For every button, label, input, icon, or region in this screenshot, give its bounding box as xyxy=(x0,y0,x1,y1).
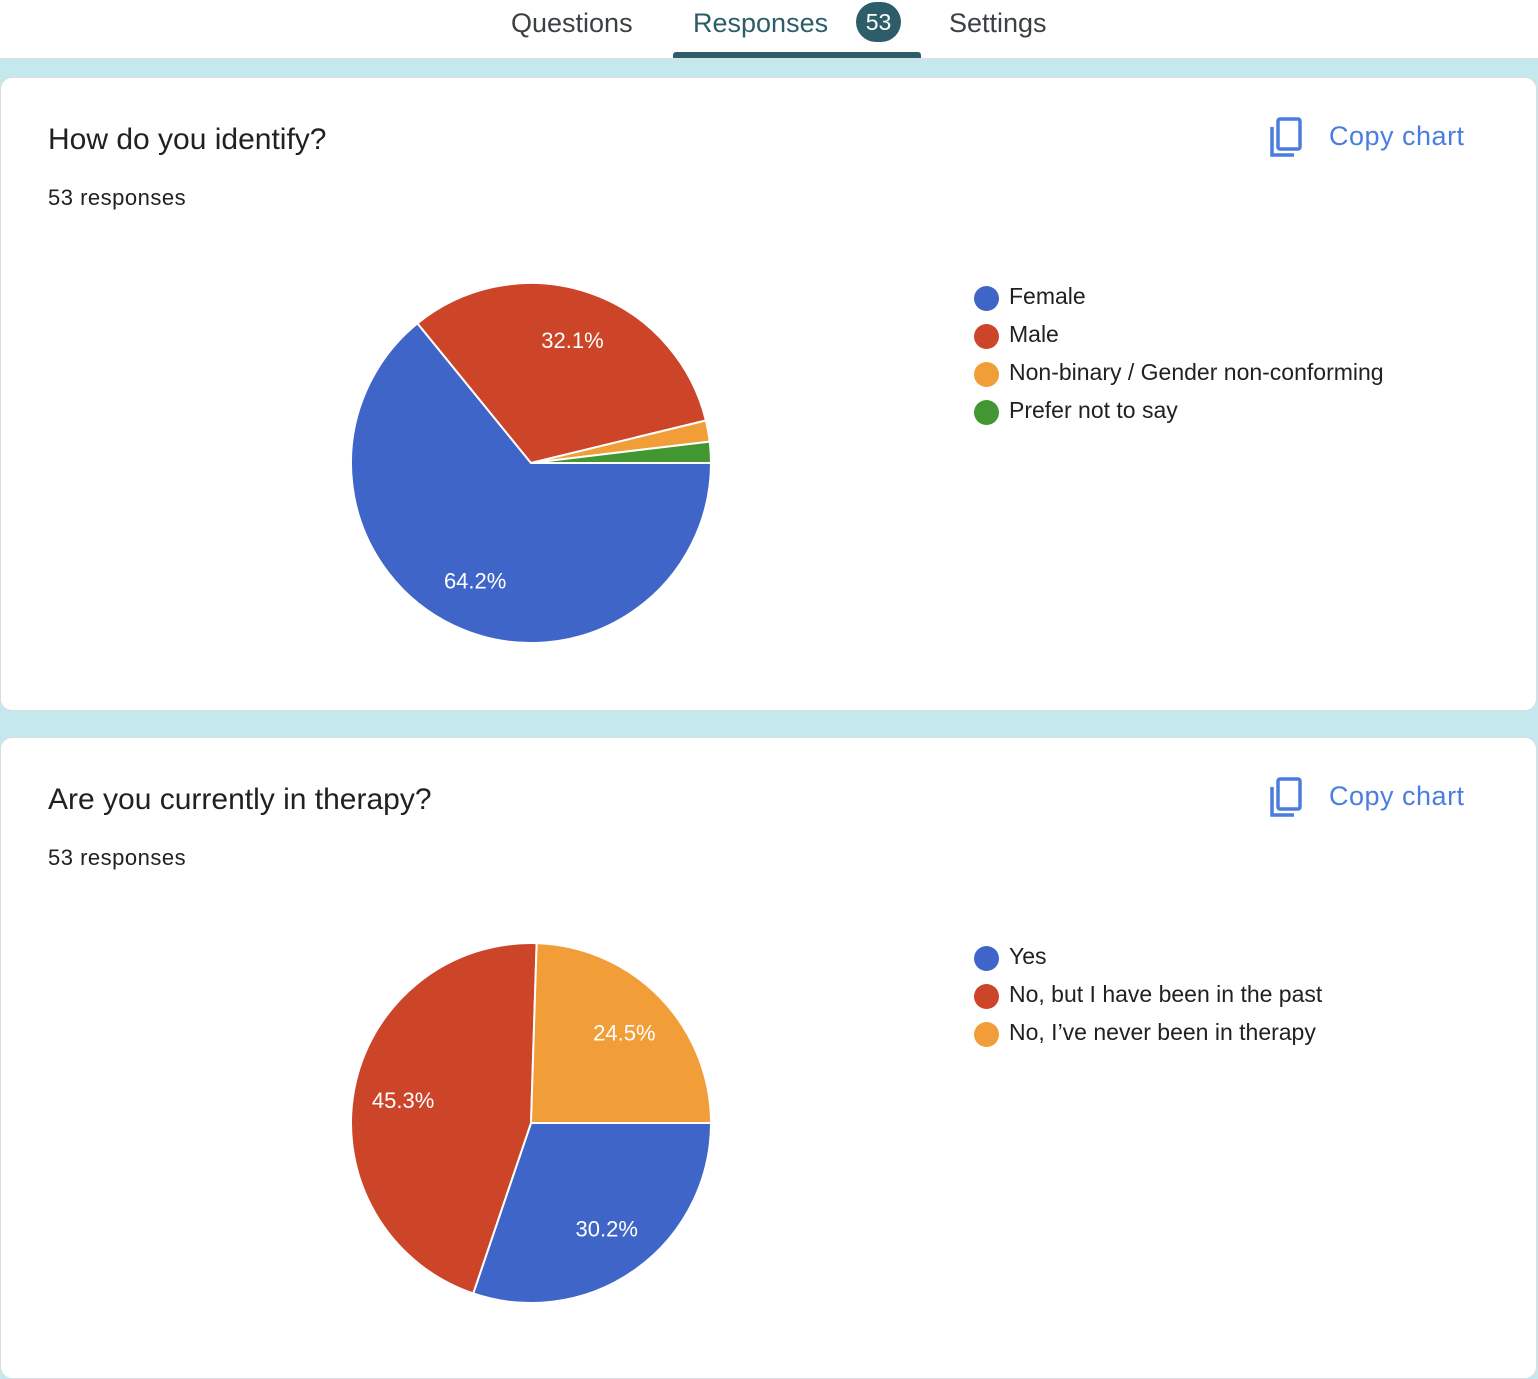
legend-label: Male xyxy=(1009,321,1059,347)
legend-swatch xyxy=(974,324,999,349)
pie-slice-prefer-not-to-say[interactable] xyxy=(530,440,713,464)
copy-chart-label: Copy chart xyxy=(1329,121,1465,151)
slice-label-yes: 30.2% xyxy=(576,1217,638,1242)
response-count: 53 responses xyxy=(48,845,187,870)
tab-bar: Questions Responses 53 Settings xyxy=(0,0,1538,59)
tab-responses[interactable]: Responses xyxy=(693,8,829,38)
question-title: Are you currently in therapy? xyxy=(48,783,432,816)
pie-slice-female[interactable] xyxy=(350,321,713,644)
copy-chart-button[interactable]: Copy chart xyxy=(1266,775,1486,825)
pie-chart-identify: 64.2% 32.1% xyxy=(350,282,713,644)
pie-slice-male[interactable] xyxy=(416,282,708,465)
legend-label: Yes xyxy=(1009,943,1047,969)
legend-swatch xyxy=(974,946,999,971)
question-card-identify: How do you identify? 53 responses Copy c… xyxy=(0,77,1537,711)
slice-label-no-i-ve-never-been-in-therapy: 24.5% xyxy=(593,1021,655,1046)
copy-chart-button[interactable]: Copy chart xyxy=(1266,115,1486,165)
legend-label: No, I’ve never been in therapy xyxy=(1009,1019,1316,1045)
legend-swatch xyxy=(974,984,999,1009)
responses-count-badge: 53 xyxy=(856,2,901,42)
legend-swatch xyxy=(974,1022,999,1047)
pie-slice-no-i-ve-never-been-in-therapy[interactable] xyxy=(529,942,713,1124)
tab-settings[interactable]: Settings xyxy=(949,8,1047,38)
copy-chart-label: Copy chart xyxy=(1329,781,1465,811)
slice-label-male: 32.1% xyxy=(541,328,603,353)
active-tab-indicator xyxy=(673,52,921,58)
response-count: 53 responses xyxy=(48,185,187,210)
legend-swatch xyxy=(974,286,999,311)
tab-questions[interactable]: Questions xyxy=(511,8,633,38)
pie-chart-therapy: 30.2% 45.3% 24.5% xyxy=(350,942,713,1304)
legend-label: Non-binary / Gender non-conforming xyxy=(1009,359,1384,385)
legend-swatch xyxy=(974,362,999,387)
legend-label: Female xyxy=(1009,283,1086,309)
copy-icon xyxy=(1270,777,1302,817)
legend-swatch xyxy=(974,400,999,425)
question-title: How do you identify? xyxy=(48,123,327,156)
question-card-therapy: Are you currently in therapy? 53 respons… xyxy=(0,737,1537,1379)
legend-label: No, but I have been in the past xyxy=(1009,981,1323,1007)
legend-label: Prefer not to say xyxy=(1009,397,1178,423)
slice-label-female: 64.2% xyxy=(444,568,506,593)
copy-icon xyxy=(1270,117,1302,157)
pie-slice-yes[interactable] xyxy=(471,1122,713,1304)
slice-label-no-but-i-have-been-in-the-past: 45.3% xyxy=(372,1088,434,1113)
pie-slice-no-but-i-have-been-in-the-past[interactable] xyxy=(350,942,538,1295)
